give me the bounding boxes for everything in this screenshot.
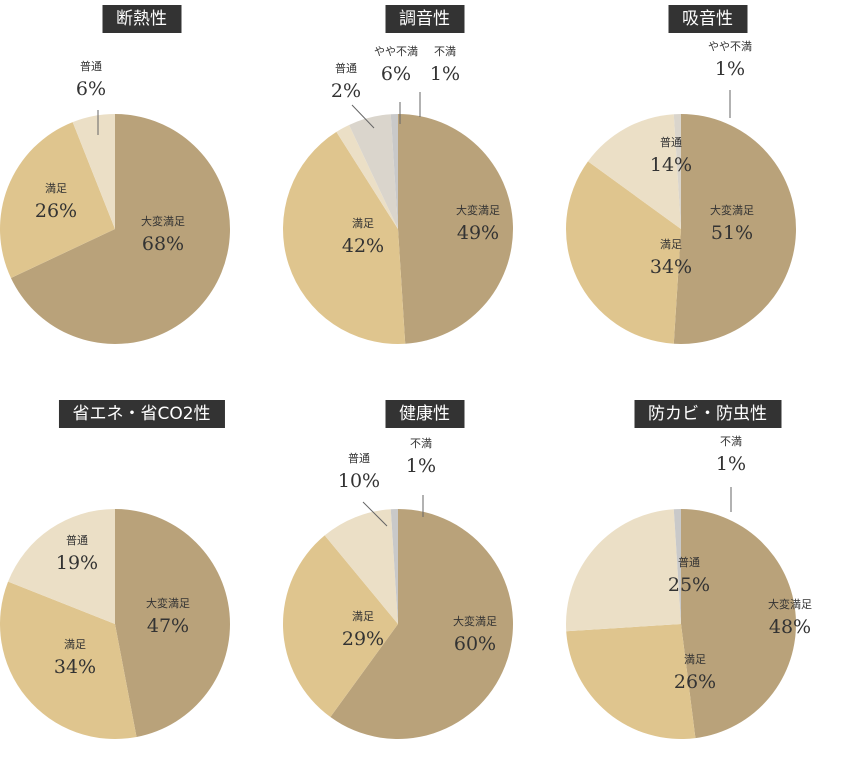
slice-percent-somewhat-dissatisfied: 6%: [381, 63, 411, 85]
slice-percent-neutral: 19%: [56, 552, 98, 574]
pie-chart: 大変満足 49% 満足 42% 普通 2% やや不満 6% 不満 1%: [283, 45, 513, 345]
slice-label-dissatisfied: 不満: [434, 45, 456, 58]
chart-title: 防カビ・防虫性: [634, 400, 781, 428]
pie-slice-somewhat-dissatisfied: [673, 114, 681, 229]
slice-label-very-satisfied: 大変満足: [710, 203, 754, 217]
slice-percent-dissatisfied: 1%: [406, 455, 436, 477]
slice-label-neutral: 普通: [660, 135, 682, 149]
slice-percent-dissatisfied: 1%: [430, 63, 460, 85]
pie-chart: 大変満足 51% 満足 34% 普通 14% やや不満 1%: [566, 40, 797, 344]
pie-slice-satisfied: [283, 535, 398, 718]
slice-label-dissatisfied: 不満: [720, 435, 742, 448]
slice-percent-very-satisfied: 60%: [454, 633, 496, 655]
slice-label-very-satisfied: 大変満足: [768, 597, 812, 611]
slice-label-satisfied: 満足: [352, 217, 374, 230]
slice-percent-satisfied: 26%: [35, 200, 77, 222]
slice-percent-satisfied: 42%: [342, 235, 384, 257]
pie-slice-dissatisfied: [673, 509, 681, 624]
slice-label-neutral: 普通: [335, 61, 357, 75]
slice-percent-very-satisfied: 48%: [769, 616, 811, 638]
pie-slice-satisfied: [566, 161, 681, 344]
slice-percent-very-satisfied: 68%: [142, 233, 184, 255]
chart-title: 吸音性: [668, 5, 747, 33]
pie-slice-very-satisfied: [398, 114, 513, 344]
slice-label-satisfied: 満足: [45, 182, 67, 195]
slice-percent-neutral: 14%: [650, 154, 692, 176]
pie-panel-5: 健康性 大変満足 60% 満足 29% 普通 10% 不満 1%: [283, 395, 566, 765]
slice-label-neutral: 普通: [80, 59, 102, 73]
pie-slice-neutral: [566, 509, 681, 632]
pie-chart: 大変満足 47% 満足 34% 普通 19%: [0, 509, 231, 739]
pie-slice-somewhat-dissatisfied: [349, 114, 398, 229]
slice-percent-satisfied: 34%: [650, 256, 692, 278]
pie-slice-dissatisfied: [390, 114, 398, 229]
pie-slice-neutral: [336, 124, 398, 229]
slice-label-neutral: 普通: [66, 533, 88, 547]
slice-label-dissatisfied: 不満: [410, 437, 432, 450]
slice-label-neutral: 普通: [348, 451, 370, 465]
pie-slice-neutral: [324, 509, 398, 624]
slice-label-somewhat-dissatisfied: やや不満: [708, 40, 752, 53]
pie-slice-neutral: [8, 509, 115, 624]
slice-label-very-satisfied: 大変満足: [146, 596, 190, 610]
slice-label-somewhat-dissatisfied: やや不満: [374, 45, 418, 58]
pie-panel-1: 断熱性 大変満足 68% 満足 26% 普通 6%: [0, 0, 283, 370]
slice-label-very-satisfied: 大変満足: [456, 203, 500, 217]
pie-slice-very-satisfied: [10, 114, 230, 344]
slice-percent-satisfied: 26%: [674, 671, 716, 693]
pie-slice-satisfied: [566, 624, 696, 739]
slice-percent-neutral: 6%: [76, 78, 106, 100]
slice-label-satisfied: 満足: [684, 653, 706, 666]
slice-label-very-satisfied: 大変満足: [141, 214, 185, 228]
pie-slice-dissatisfied: [390, 509, 398, 624]
slice-label-very-satisfied: 大変満足: [453, 614, 497, 628]
chart-title: 断熱性: [102, 5, 181, 33]
pie-slice-very-satisfied: [330, 509, 513, 739]
pie-chart: 大変満足 68% 満足 26% 普通 6%: [0, 59, 230, 344]
pie-slice-satisfied: [283, 131, 406, 345]
pie-panel-4: 省エネ・省CO2性 大変満足 47% 満足 34% 普通 19%: [0, 395, 283, 765]
slice-label-satisfied: 満足: [64, 638, 86, 651]
slice-percent-dissatisfied: 1%: [716, 453, 746, 475]
slice-label-satisfied: 満足: [352, 610, 374, 623]
slice-percent-very-satisfied: 51%: [711, 222, 753, 244]
slice-percent-very-satisfied: 47%: [147, 615, 189, 637]
leader-line: [351, 104, 375, 129]
leader-line: [362, 501, 388, 527]
pie-slice-very-satisfied: [681, 509, 796, 739]
pie-panel-6: 防カビ・防虫性 大変満足 48% 満足 26% 普通 25% 不満 1%: [566, 395, 849, 765]
pie-slice-very-satisfied: [115, 509, 231, 737]
chart-title: 調音性: [385, 5, 464, 33]
pie-panel-3: 吸音性 大変満足 51% 満足 34% 普通 14% やや不満 1%: [566, 0, 849, 370]
slice-percent-satisfied: 34%: [54, 656, 96, 678]
pie-slice-satisfied: [0, 122, 115, 278]
slice-percent-neutral: 2%: [331, 80, 361, 102]
pie-slice-neutral: [587, 114, 681, 229]
pie-slice-satisfied: [0, 581, 137, 739]
slice-label-neutral: 普通: [678, 555, 700, 569]
chart-title: 健康性: [385, 400, 464, 428]
pie-chart: 大変満足 60% 満足 29% 普通 10% 不満 1%: [283, 437, 513, 739]
slice-percent-neutral: 25%: [668, 574, 710, 596]
pie-slice-neutral: [72, 114, 115, 229]
slice-percent-somewhat-dissatisfied: 1%: [715, 58, 745, 80]
slice-percent-very-satisfied: 49%: [457, 222, 499, 244]
pie-panel-2: 調音性 大変満足 49% 満足 42% 普通 2% やや不満 6% 不満 1%: [283, 0, 566, 370]
slice-percent-satisfied: 29%: [342, 628, 384, 650]
chart-title: 省エネ・省CO2性: [58, 400, 225, 428]
slice-percent-neutral: 10%: [338, 470, 380, 492]
pie-chart: 大変満足 48% 満足 26% 普通 25% 不満 1%: [566, 435, 812, 739]
pie-slice-very-satisfied: [673, 114, 797, 344]
slice-label-satisfied: 満足: [660, 238, 682, 251]
